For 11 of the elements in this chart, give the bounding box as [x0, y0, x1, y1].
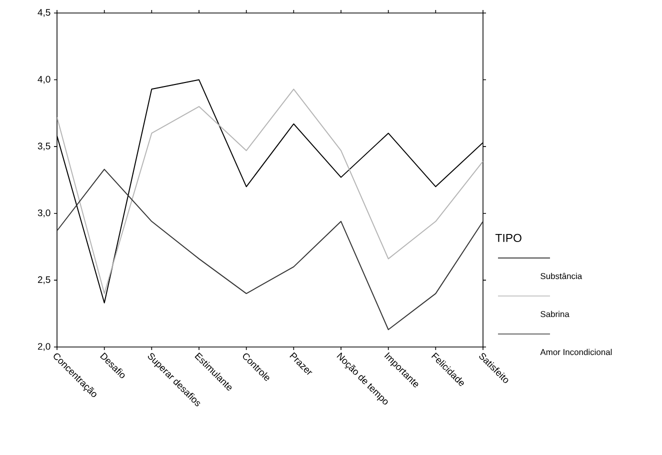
- legend-title: TIPO: [495, 234, 522, 242]
- text: Sabrina: [540, 310, 570, 318]
- y-tick-label: 4,0: [38, 76, 50, 84]
- y-tick-label: 3,0: [38, 209, 50, 218]
- y-tick-label: 2,0: [38, 343, 50, 351]
- text: Substância: [540, 272, 582, 280]
- line-series: [57, 168, 483, 330]
- y-tick-label: 4,5: [38, 9, 50, 17]
- y-tick-label: 3,5: [38, 142, 50, 151]
- text: Amor Incondicional: [540, 348, 612, 356]
- y-tick-label: 2,5: [38, 276, 50, 284]
